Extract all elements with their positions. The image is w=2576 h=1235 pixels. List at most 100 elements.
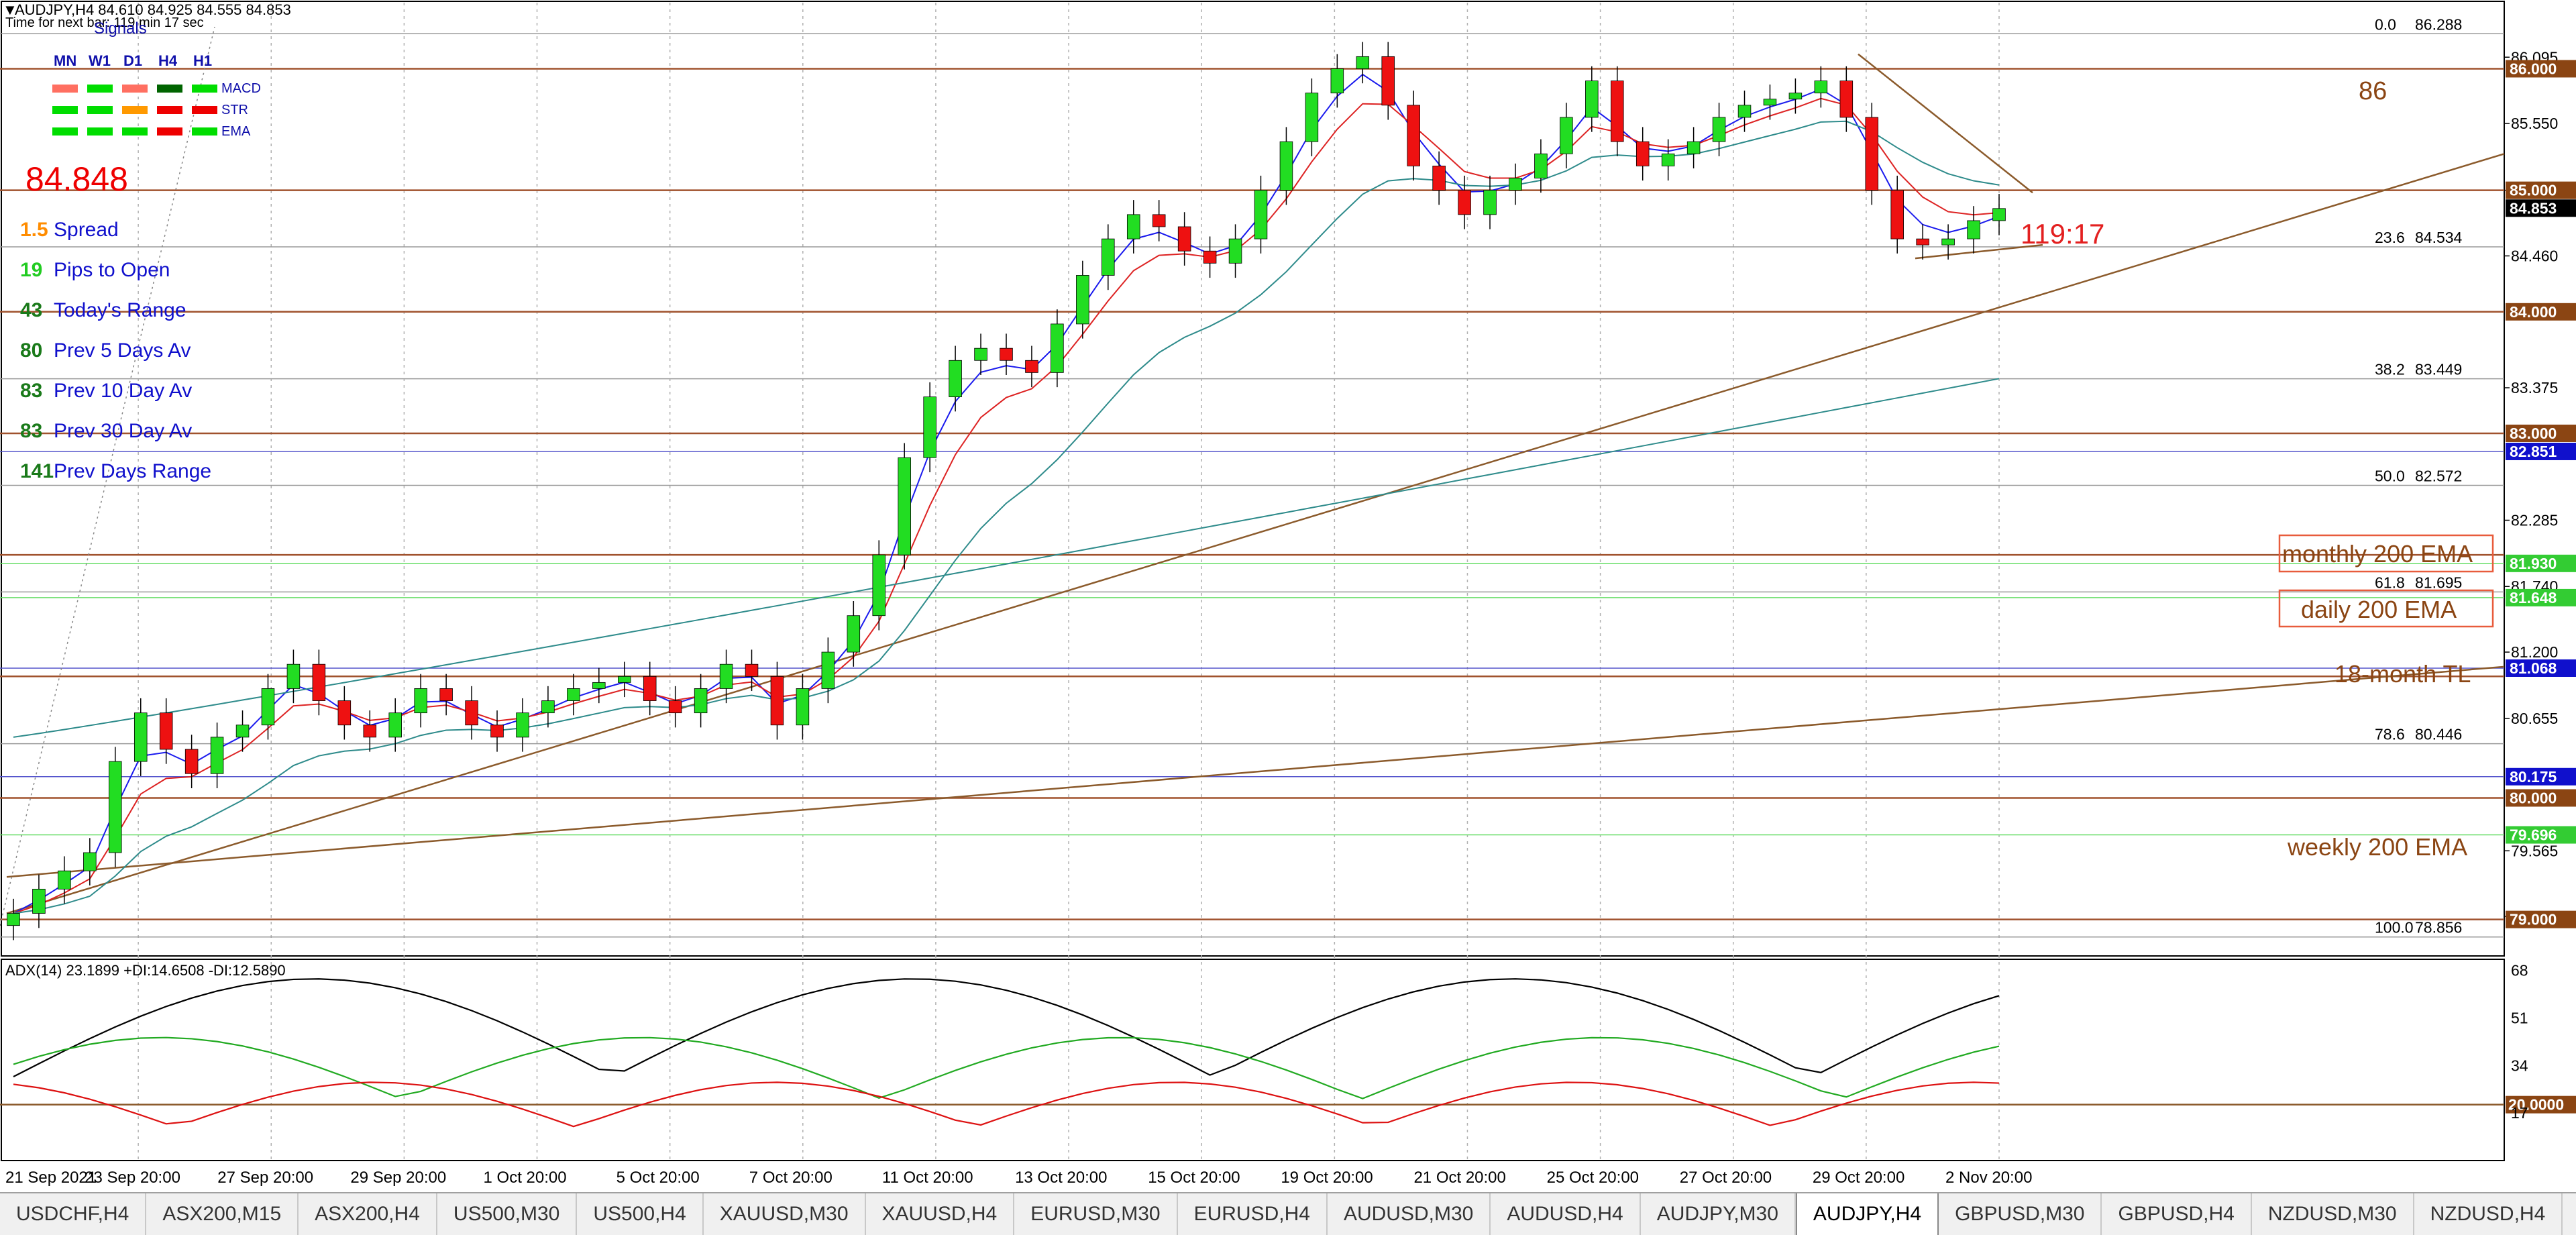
symbol-line: AUDJPY,H4 84.610 84.925 84.555 84.853 bbox=[15, 1, 291, 18]
x-tick-label: 19 Oct 20:00 bbox=[1281, 1169, 1373, 1187]
signal-cell bbox=[87, 106, 113, 114]
candle bbox=[1585, 80, 1599, 118]
ema-long bbox=[13, 378, 2000, 738]
price-tag-label: 82.851 bbox=[2510, 443, 2557, 460]
x-tick-label: 25 Oct 20:00 bbox=[1547, 1169, 1639, 1187]
signal-cell bbox=[157, 85, 182, 93]
x-tick-label: 5 Oct 20:00 bbox=[616, 1169, 700, 1187]
candle bbox=[1356, 56, 1370, 69]
signal-timeframe: MN bbox=[54, 52, 76, 69]
candle bbox=[58, 870, 71, 890]
adx-frame bbox=[1, 959, 2505, 1161]
fib-value: 82.572 bbox=[2415, 468, 2462, 485]
candle bbox=[1635, 141, 1650, 166]
fib-pct: 61.8 bbox=[2375, 574, 2405, 591]
candle bbox=[821, 651, 835, 689]
collapse-icon[interactable]: ▼ bbox=[3, 1, 17, 18]
y-tick-label: 82.285 bbox=[2511, 512, 2558, 529]
signal-cell bbox=[122, 127, 148, 136]
candle bbox=[1483, 190, 1497, 215]
signal-cell bbox=[192, 127, 217, 136]
candle bbox=[337, 700, 352, 726]
stat-label: Prev 5 Days Av bbox=[54, 339, 191, 362]
monthly-ema-box bbox=[2278, 534, 2494, 573]
price-tag-label: 84.853 bbox=[2510, 199, 2557, 217]
candle bbox=[1865, 117, 1879, 191]
stat-label: Prev 10 Day Av bbox=[54, 380, 192, 402]
signal-row-label: STR bbox=[221, 103, 248, 117]
big-price: 84.848 bbox=[25, 160, 128, 198]
candle bbox=[133, 712, 148, 762]
tab-usdchf-h4[interactable]: USDCHF,H4 bbox=[0, 1193, 147, 1235]
tab-us500-m30[interactable]: US500,M30 bbox=[437, 1193, 578, 1235]
price-tag bbox=[2506, 424, 2576, 442]
adx-tag-label: 20.0000 bbox=[2508, 1096, 2564, 1114]
tab-asx200-h4[interactable]: ASX200,H4 bbox=[299, 1193, 437, 1235]
candle bbox=[1407, 105, 1420, 166]
signal-cell bbox=[192, 85, 217, 93]
price-tag-label: 84.000 bbox=[2510, 303, 2557, 321]
candle bbox=[1025, 360, 1038, 373]
tab-asx200-m15[interactable]: ASX200,M15 bbox=[146, 1193, 299, 1235]
tab-audjpy-m30[interactable]: AUDJPY,M30 bbox=[1641, 1193, 1796, 1235]
trendline-18m bbox=[6, 665, 2505, 878]
y-tick-label: 79.565 bbox=[2511, 842, 2558, 859]
price-tag bbox=[2506, 659, 2576, 677]
candle bbox=[1534, 153, 1548, 178]
candle bbox=[414, 688, 427, 714]
candle bbox=[210, 737, 224, 774]
signals-title: Signals bbox=[94, 19, 147, 38]
price-tag-label: 81.930 bbox=[2510, 555, 2557, 572]
signal-timeframe: H4 bbox=[158, 52, 178, 69]
signal-row-label: EMA bbox=[221, 124, 251, 139]
tab-nzdusd-m30[interactable]: NZDUSD,M30 bbox=[2252, 1193, 2414, 1235]
annotations: 86 119:17 monthly 200 EMA daily 200 EMA … bbox=[2021, 77, 2494, 861]
price-tag bbox=[2506, 789, 2576, 807]
symbol-tabs: USDCHF,H4 ASX200,M15 ASX200,H4 US500,M30 US5… bbox=[0, 1192, 2576, 1235]
stat-value: 43 bbox=[20, 299, 42, 321]
y-tick-label: 85.550 bbox=[2511, 115, 2558, 132]
signal-cell bbox=[122, 106, 148, 114]
signal-cell bbox=[87, 127, 113, 136]
tab-audjpy-h4[interactable]: AUDJPY,H4 bbox=[1795, 1193, 1939, 1235]
candle bbox=[1788, 93, 1803, 100]
adx-tag bbox=[2506, 1095, 2576, 1114]
tab-xauusd-m30[interactable]: XAUUSD,M30 bbox=[704, 1193, 866, 1235]
adx-tick-label: 51 bbox=[2511, 1010, 2528, 1027]
x-tick-label: 29 Sep 20:00 bbox=[350, 1169, 446, 1187]
tab-gbpusd-h4[interactable]: GBPUSD,H4 bbox=[2102, 1193, 2252, 1235]
signal-cell bbox=[192, 106, 217, 114]
fib-pct: 78.6 bbox=[2375, 726, 2405, 743]
x-tick-label: 11 Oct 20:00 bbox=[882, 1169, 973, 1187]
tab-usi[interactable]: USI bbox=[2563, 1193, 2576, 1235]
tab-nzdusd-h4[interactable]: NZDUSD,H4 bbox=[2414, 1193, 2563, 1235]
candle bbox=[1126, 214, 1140, 239]
signal-cell bbox=[52, 106, 78, 114]
tab-eurusd-h4[interactable]: EURUSD,H4 bbox=[1178, 1193, 1328, 1235]
tab-eurusd-m30[interactable]: EURUSD,M30 bbox=[1014, 1193, 1178, 1235]
tab-audusd-m30[interactable]: AUDUSD,M30 bbox=[1328, 1193, 1491, 1235]
candle bbox=[439, 688, 453, 701]
fib-value: 81.695 bbox=[2415, 574, 2462, 591]
candle bbox=[1661, 153, 1675, 166]
signals-panel: MN W1 D1 H4 H1 MACD STR EMA bbox=[52, 52, 261, 139]
candle bbox=[312, 663, 326, 701]
price-tag-label: 86.000 bbox=[2510, 60, 2557, 77]
adx-tick-label: 17 bbox=[2511, 1104, 2528, 1122]
price-tag bbox=[2506, 910, 2576, 928]
candle bbox=[516, 712, 529, 738]
tab-gbpusd-m30[interactable]: GBPUSD,M30 bbox=[1939, 1193, 2102, 1235]
candle bbox=[1279, 141, 1293, 191]
tab-audusd-h4[interactable]: AUDUSD,H4 bbox=[1491, 1193, 1641, 1235]
price-axis[interactable]: 86.09585.55085.00084.46083.37582.28581.7… bbox=[2504, 48, 2576, 928]
signal-cell bbox=[52, 85, 78, 93]
candle bbox=[1152, 214, 1166, 227]
fib-value: 78.856 bbox=[2415, 919, 2462, 936]
price-tag-label: 85.000 bbox=[2510, 182, 2557, 199]
tab-xauusd-h4[interactable]: XAUUSD,H4 bbox=[866, 1193, 1015, 1235]
tab-us500-h4[interactable]: US500,H4 bbox=[577, 1193, 704, 1235]
timer-line: Time for next bar: 119 min 17 sec bbox=[5, 15, 204, 30]
